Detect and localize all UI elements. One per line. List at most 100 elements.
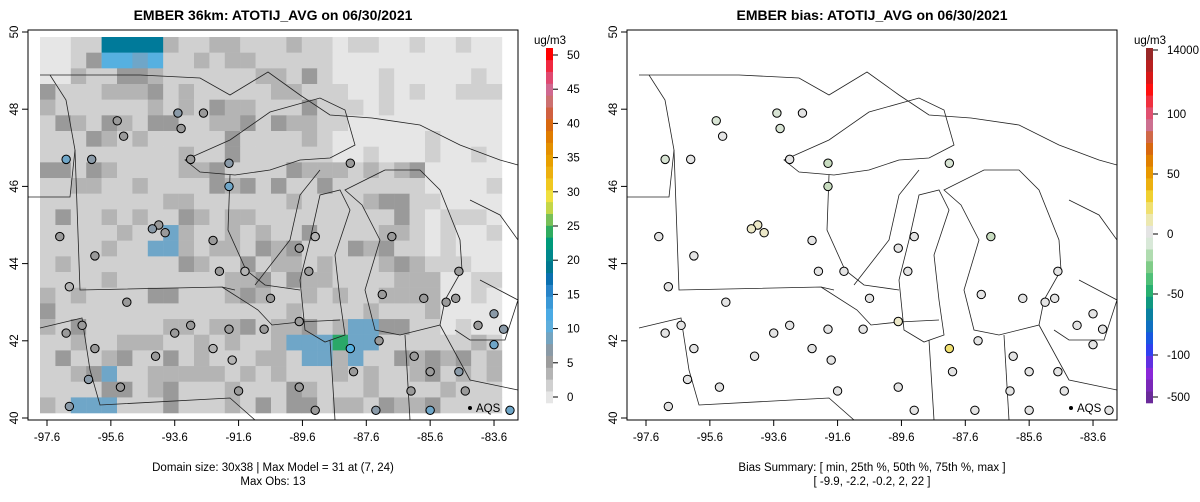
station-marker (797, 108, 808, 118)
grid-cell (471, 178, 487, 194)
grid-cell (271, 178, 287, 194)
colorbar-tick-label: 14000 (1167, 45, 1199, 57)
grid-cell (163, 115, 179, 132)
grid-cell (471, 303, 487, 320)
grid-cell (348, 319, 364, 335)
station-marker (505, 405, 515, 415)
grid-cell (471, 287, 487, 304)
grid-cell (209, 162, 225, 179)
grid-cell (440, 178, 456, 194)
grid-cell (55, 287, 71, 304)
station-marker (717, 131, 728, 141)
border-line (1053, 279, 1117, 341)
grid-cell (209, 52, 225, 69)
grid-cell (348, 256, 364, 273)
grid-cell (224, 84, 241, 100)
grid-cell (286, 272, 302, 288)
grid-cell (425, 68, 441, 85)
station-marker (1059, 386, 1069, 396)
grid-cell (240, 381, 256, 398)
station-marker (1053, 366, 1063, 377)
grid-cell (332, 240, 349, 257)
grid-cell (209, 37, 225, 53)
colorbar-segment (1146, 213, 1153, 226)
grid-cell (70, 178, 87, 194)
grid-cell (132, 272, 148, 288)
grid-cell (70, 131, 87, 147)
grid-cell (163, 350, 179, 367)
grid-cell (332, 115, 349, 132)
grid-cell (86, 52, 102, 69)
aqs-marker (1069, 406, 1073, 410)
grid-cell (332, 350, 349, 367)
grid-cell (425, 381, 441, 398)
colorbar-segment (1146, 130, 1153, 143)
grid-cell (40, 287, 56, 304)
grid-cell (55, 303, 71, 320)
map-borders (627, 71, 1117, 420)
grid-cell (394, 334, 410, 351)
station-marker (115, 382, 126, 392)
grid-cell (286, 334, 302, 351)
station-marker (451, 293, 461, 304)
grid-cell (240, 209, 256, 226)
colorbar-segment (546, 107, 553, 120)
grid-cell (455, 209, 472, 226)
grid-cell (348, 68, 364, 85)
grid-cell (101, 366, 118, 382)
grid-cell (55, 334, 71, 351)
grid-cell (255, 334, 272, 351)
station-marker (112, 116, 122, 126)
grid-cell (86, 99, 102, 116)
grid-cell (286, 131, 302, 147)
station-marker (259, 324, 269, 334)
grid-cell (363, 162, 379, 179)
grid-cell (55, 84, 71, 100)
grid-cell (178, 84, 195, 100)
grid-cell (363, 178, 379, 194)
grid-cell (471, 131, 487, 147)
grid-cell (471, 115, 487, 132)
grid-cell (101, 37, 118, 53)
border-line (74, 149, 236, 291)
colorbar-segment (1146, 166, 1153, 179)
grid-cell (271, 115, 287, 132)
grid-cell (178, 193, 195, 210)
grid-cell (86, 397, 102, 414)
grid-cell (178, 350, 195, 367)
grid-cell (224, 193, 241, 210)
x-tick-label: -97.6 (34, 432, 60, 444)
grid-cell (348, 37, 364, 53)
grid-cell (163, 240, 179, 257)
grid-cell (486, 115, 503, 132)
grid-cell (455, 162, 472, 179)
grid-cell (363, 84, 379, 100)
grid-cell (363, 115, 379, 132)
grid-cell (317, 350, 333, 367)
grid-cell (209, 68, 225, 85)
grid-cell (255, 52, 272, 69)
grid-cell (178, 209, 195, 226)
station-marker (663, 401, 674, 412)
grid-cell (224, 52, 241, 69)
border-line (469, 199, 518, 241)
grid-cell (409, 37, 426, 53)
border-line (627, 71, 1117, 198)
grid-cell (178, 303, 195, 320)
grid-cell (378, 397, 395, 414)
grid-cell (240, 272, 256, 288)
axes: -97.6 -95.6 -93.6 -91.6 -89.6 -87.6 -85.6 -83.6… (608, 26, 1106, 444)
x-tick-label: -89.6 (289, 432, 315, 444)
grid-cell (255, 178, 272, 194)
grid-cell (394, 178, 410, 194)
grid-cell (332, 287, 349, 304)
grid-cell (486, 68, 503, 85)
grid-cell (86, 209, 102, 226)
grid-cell (486, 319, 503, 335)
colorbar-tick-label: 20 (567, 255, 580, 267)
grid-cell (409, 240, 426, 257)
grid-cell (40, 366, 56, 382)
grid-cell (70, 52, 87, 69)
colorbar-segment (546, 272, 553, 285)
grid-cell (378, 240, 395, 257)
